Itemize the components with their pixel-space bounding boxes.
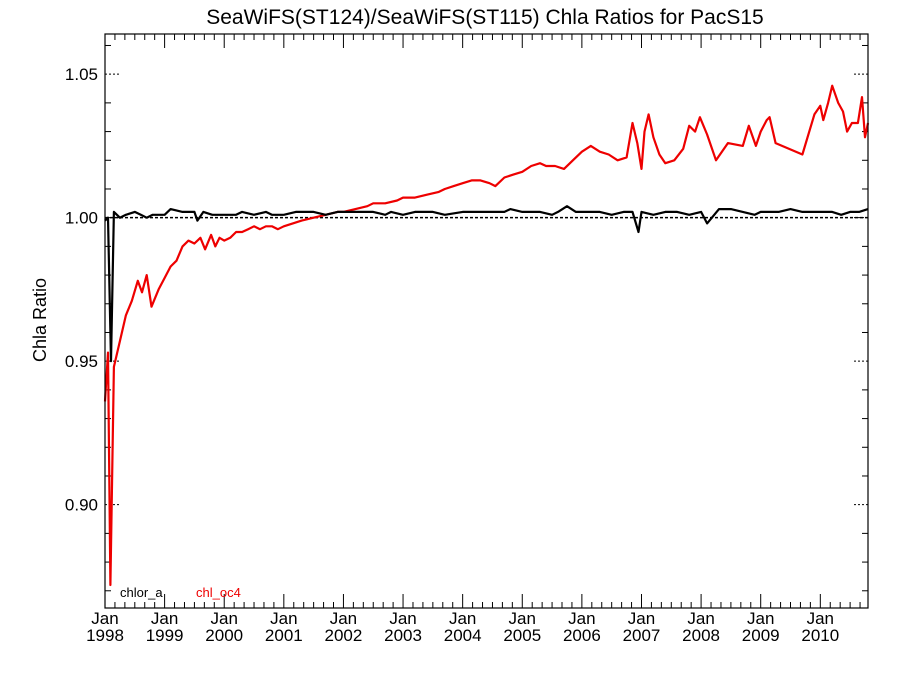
chart-title: SeaWiFS(ST124)/SeaWiFS(ST115) Chla Ratio… <box>206 6 763 29</box>
x-tick-label-month: Jan <box>151 609 178 628</box>
series-group <box>103 84 870 587</box>
x-tick-label-month: Jan <box>568 609 595 628</box>
x-tick-label-year: 2006 <box>563 626 601 645</box>
x-tick-label-year: 2000 <box>205 626 243 645</box>
x-tick-label-month: Jan <box>211 609 238 628</box>
x-tick-label-month: Jan <box>270 609 297 628</box>
series-line-chlor-a <box>104 205 869 363</box>
plot-frame <box>104 33 869 609</box>
y-axis-label: Chla Ratio <box>30 278 50 362</box>
x-tick-label-month: Jan <box>509 609 536 628</box>
x-tick-label-month: Jan <box>628 609 655 628</box>
x-tick-label-month: Jan <box>747 609 774 628</box>
x-tick-label-year: 2007 <box>623 626 661 645</box>
x-tick-label-year: 1998 <box>86 626 124 645</box>
x-tick-label-year: 2003 <box>384 626 422 645</box>
axis-ticks: 0.900.951.001.05Jan1998Jan1999Jan2000Jan… <box>65 34 868 645</box>
x-tick-label-month: Jan <box>330 609 357 628</box>
x-tick-label-year: 2001 <box>265 626 303 645</box>
x-tick-label-month: Jan <box>807 609 834 628</box>
x-tick-label-month: Jan <box>449 609 476 628</box>
legend: chlor_a chl_oc4 <box>120 585 241 600</box>
x-tick-label-month: Jan <box>389 609 416 628</box>
x-tick-label-month: Jan <box>687 609 714 628</box>
legend-entry-chl-oc4: chl_oc4 <box>196 585 241 600</box>
y-tick-label: 0.95 <box>65 352 98 371</box>
x-tick-label-year: 2005 <box>503 626 541 645</box>
x-tick-label-year: 2009 <box>742 626 780 645</box>
x-tick-label-year: 2004 <box>444 626 482 645</box>
x-tick-label-year: 2002 <box>325 626 363 645</box>
legend-entry-chlor-a: chlor_a <box>120 585 163 600</box>
x-tick-label-year: 1999 <box>146 626 184 645</box>
y-tick-label: 0.90 <box>65 496 98 515</box>
x-tick-label-month: Jan <box>91 609 118 628</box>
x-tick-label-year: 2008 <box>682 626 720 645</box>
series-line-chl-oc4 <box>103 84 870 587</box>
x-tick-label-year: 2010 <box>801 626 839 645</box>
y-tick-label: 1.05 <box>65 65 98 84</box>
y-tick-label: 1.00 <box>65 209 98 228</box>
